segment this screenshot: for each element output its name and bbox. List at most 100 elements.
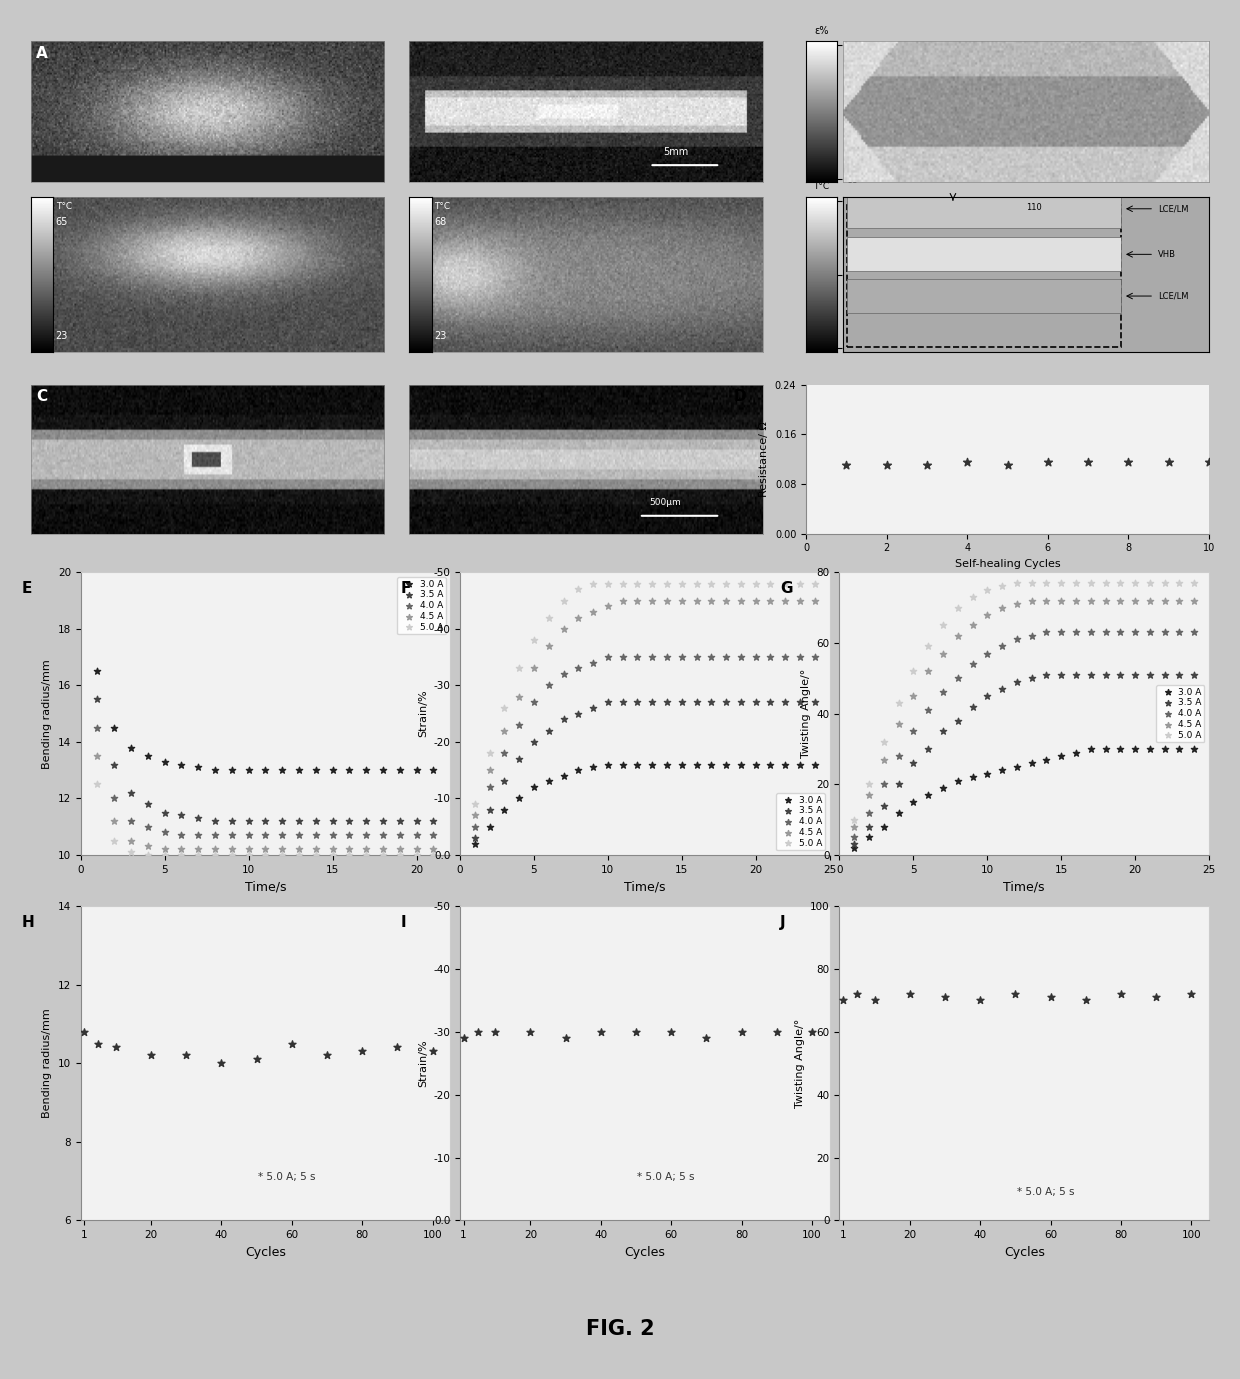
3.0 A bbox=[222, 758, 242, 781]
4.5 A bbox=[155, 838, 175, 860]
Text: LCE/LM: LCE/LM bbox=[1158, 204, 1188, 214]
4.0 A bbox=[1052, 622, 1071, 644]
3.0 A bbox=[289, 758, 309, 781]
4.0 A bbox=[407, 825, 427, 847]
3.0 A bbox=[155, 750, 175, 772]
3.5 A bbox=[702, 691, 722, 713]
5.0 A bbox=[889, 692, 909, 714]
X-axis label: Time/s: Time/s bbox=[1003, 880, 1045, 894]
5.0 A bbox=[1081, 572, 1101, 594]
3.0 A bbox=[1022, 752, 1042, 774]
3.0 A bbox=[745, 753, 765, 775]
Y-axis label: Strain/%: Strain/% bbox=[418, 1040, 428, 1087]
Point bbox=[212, 1052, 232, 1074]
Text: VHB: VHB bbox=[1158, 250, 1176, 259]
Point bbox=[836, 455, 856, 477]
3.0 A bbox=[88, 661, 108, 683]
3.0 A bbox=[904, 792, 924, 814]
5.0 A bbox=[947, 597, 967, 619]
Point bbox=[1158, 451, 1178, 473]
4.0 A bbox=[919, 699, 939, 721]
4.5 A bbox=[255, 838, 275, 860]
5.0 A bbox=[1110, 572, 1130, 594]
5.0 A bbox=[760, 572, 780, 594]
3.5 A bbox=[919, 738, 939, 760]
Y-axis label: Strain/%: Strain/% bbox=[418, 690, 428, 738]
Point bbox=[935, 986, 955, 1008]
Text: B: B bbox=[36, 201, 48, 217]
3.5 A bbox=[480, 798, 500, 821]
Point bbox=[521, 1020, 541, 1043]
Point bbox=[1078, 451, 1099, 473]
4.0 A bbox=[932, 681, 952, 703]
4.0 A bbox=[1007, 629, 1027, 651]
3.0 A bbox=[598, 753, 618, 775]
3.5 A bbox=[642, 691, 662, 713]
Point bbox=[1199, 451, 1219, 473]
3.0 A bbox=[687, 753, 707, 775]
5.0 A bbox=[553, 590, 573, 612]
Point bbox=[423, 1040, 443, 1062]
5.0 A bbox=[745, 572, 765, 594]
3.0 A bbox=[480, 816, 500, 838]
3.0 A bbox=[122, 736, 141, 758]
Point bbox=[105, 1037, 125, 1059]
3.0 A bbox=[1140, 738, 1159, 760]
4.5 A bbox=[859, 783, 879, 805]
3.0 A bbox=[1169, 738, 1189, 760]
4.5 A bbox=[510, 685, 529, 707]
4.0 A bbox=[238, 825, 258, 847]
5.0 A bbox=[510, 658, 529, 680]
3.5 A bbox=[687, 691, 707, 713]
Point bbox=[766, 1020, 786, 1043]
4.0 A bbox=[1184, 622, 1204, 644]
3.0 A bbox=[859, 826, 879, 848]
5.0 A bbox=[423, 844, 443, 866]
Text: ε%: ε% bbox=[815, 26, 828, 36]
3.0 A bbox=[702, 753, 722, 775]
3.0 A bbox=[553, 765, 573, 787]
Text: LCE/LM: LCE/LM bbox=[1158, 291, 1188, 301]
4.5 A bbox=[306, 838, 326, 860]
4.0 A bbox=[672, 645, 692, 669]
4.0 A bbox=[1140, 622, 1159, 644]
Point bbox=[74, 1020, 94, 1043]
3.0 A bbox=[322, 758, 342, 781]
Point bbox=[176, 1044, 196, 1066]
4.5 A bbox=[1125, 590, 1145, 612]
Point bbox=[864, 989, 884, 1011]
3.5 A bbox=[222, 809, 242, 832]
5.0 A bbox=[598, 572, 618, 594]
Point bbox=[957, 451, 977, 473]
Legend: 3.0 A, 3.5 A, 4.0 A, 4.5 A, 5.0 A: 3.0 A, 3.5 A, 4.0 A, 4.5 A, 5.0 A bbox=[776, 793, 825, 851]
3.0 A bbox=[642, 753, 662, 775]
5.0 A bbox=[356, 844, 376, 866]
5.0 A bbox=[790, 572, 810, 594]
5.0 A bbox=[104, 830, 124, 852]
Point bbox=[1182, 983, 1202, 1005]
3.5 A bbox=[423, 809, 443, 832]
4.0 A bbox=[992, 636, 1012, 658]
5.0 A bbox=[273, 844, 293, 866]
5.0 A bbox=[1154, 572, 1174, 594]
X-axis label: Cycles: Cycles bbox=[246, 1245, 285, 1259]
3.0 A bbox=[1066, 742, 1086, 764]
3.5 A bbox=[745, 691, 765, 713]
3.5 A bbox=[977, 685, 997, 707]
4.0 A bbox=[790, 645, 810, 669]
Point bbox=[485, 1020, 505, 1043]
3.0 A bbox=[977, 763, 997, 785]
4.0 A bbox=[1110, 622, 1130, 644]
Legend: 3.0 A, 3.5 A, 4.0 A, 4.5 A, 5.0 A: 3.0 A, 3.5 A, 4.0 A, 4.5 A, 5.0 A bbox=[397, 576, 445, 634]
3.5 A bbox=[356, 809, 376, 832]
5.0 A bbox=[904, 661, 924, 683]
4.0 A bbox=[730, 645, 750, 669]
3.5 A bbox=[1007, 670, 1027, 692]
5.0 A bbox=[642, 572, 662, 594]
5.0 A bbox=[122, 841, 141, 863]
5.0 A bbox=[289, 844, 309, 866]
3.5 A bbox=[1022, 667, 1042, 690]
4.5 A bbox=[389, 838, 409, 860]
Point bbox=[877, 455, 897, 477]
5.0 A bbox=[805, 572, 825, 594]
